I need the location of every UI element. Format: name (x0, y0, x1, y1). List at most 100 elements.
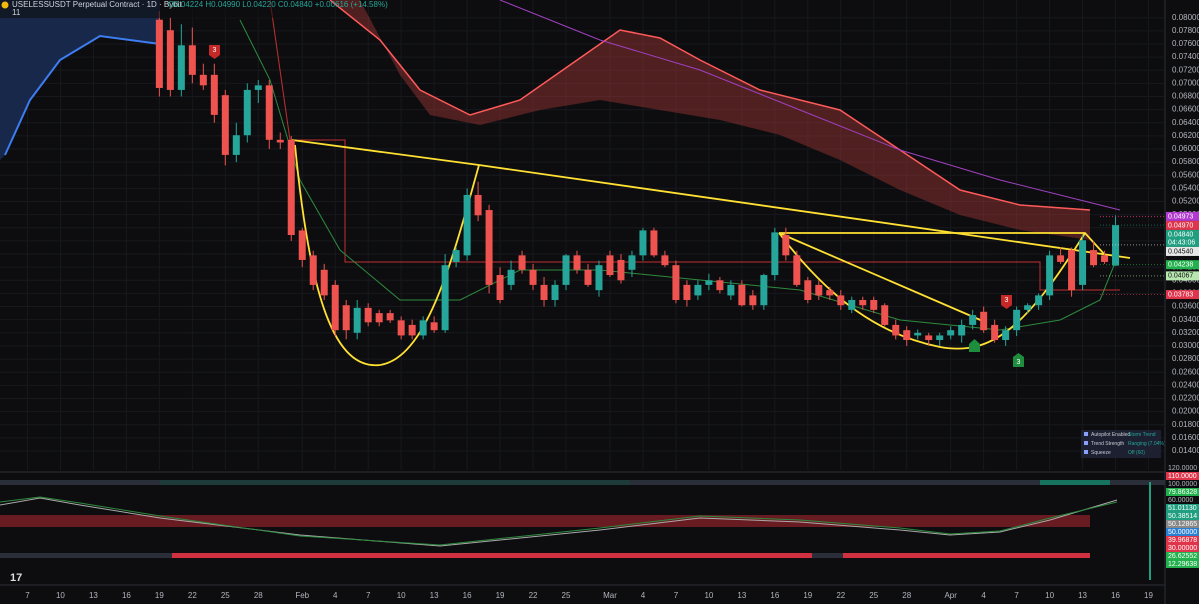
osc-band (160, 480, 630, 485)
y-tick-label: 0.01400 (1172, 446, 1199, 455)
osc-label: 39.96878 (1168, 537, 1197, 544)
candle-body (573, 255, 581, 270)
tv-logo: 17 (10, 572, 22, 584)
x-tick-label: Feb (295, 591, 309, 600)
candle-body (386, 313, 394, 321)
y-tick-label: 0.01600 (1172, 433, 1199, 442)
candle-body (771, 232, 779, 276)
candle-body (628, 255, 636, 270)
blue-line (4, 34, 161, 156)
candle-body (584, 269, 592, 285)
candle-body (848, 299, 856, 310)
osc-label-bg (1166, 488, 1199, 496)
osc-line (0, 496, 1118, 546)
ohlc: O0.04224 H0.04990 L0.04220 C0.04840 +0.0… (168, 0, 388, 9)
osc-label: 12.29638 (1168, 561, 1197, 568)
candle-body (958, 324, 966, 336)
info-value: Storm Trend (1128, 432, 1156, 438)
candle-body (925, 335, 933, 341)
x-tick-label: 7 (25, 591, 30, 600)
y-tick-label: 0.01800 (1172, 420, 1199, 429)
candle-body (177, 45, 185, 90)
y-tick-label: 0.03000 (1172, 341, 1199, 350)
y-tick-label: 0.06000 (1172, 144, 1199, 153)
x-tick-label: 22 (836, 591, 845, 600)
price-label: 0.04540 (1168, 248, 1193, 255)
candle-body (287, 139, 295, 235)
candle-body (1112, 225, 1120, 266)
osc-label-bg (1166, 520, 1199, 528)
candle-body (518, 255, 526, 270)
y-tick-label: 0.08000 (1172, 13, 1199, 22)
price-label-bg (1166, 229, 1199, 247)
candle-body (892, 324, 900, 336)
candle-body (595, 265, 603, 291)
candle-body (606, 255, 614, 276)
candle-body (199, 74, 207, 86)
osc-label-bg (1166, 544, 1199, 552)
sell-marker (209, 45, 220, 59)
info-bg (1081, 430, 1161, 458)
y-tick-label: 0.05800 (1172, 157, 1199, 166)
blue-cloud (0, 0, 160, 160)
x-tick-label: 7 (674, 591, 679, 600)
candle-body (936, 335, 944, 341)
y-tick-label: 0.05600 (1172, 170, 1199, 179)
osc-label: 79.86328 (1168, 489, 1197, 496)
buy-arrow (969, 339, 980, 352)
candle-body (419, 320, 427, 336)
candle-body (617, 259, 625, 281)
candle-body (672, 265, 680, 300)
candle-body (155, 19, 163, 88)
x-tick-label: 7 (1014, 591, 1019, 600)
y-tick-label: 0.07600 (1172, 39, 1199, 48)
countdown: 04:43:06 (1168, 239, 1195, 246)
candle-body (859, 299, 867, 306)
candle-body (738, 284, 746, 306)
candle-body (782, 235, 790, 256)
candle-body (562, 255, 570, 285)
candle-body (716, 280, 724, 291)
cup-curve (778, 232, 1086, 350)
candle-body (991, 324, 999, 341)
price-label-bg (1166, 211, 1199, 221)
x-tick-label: 22 (529, 591, 538, 600)
x-tick-label: 19 (155, 591, 164, 600)
buy-marker (1013, 353, 1024, 367)
price-label-bg (1166, 290, 1199, 300)
candle-body (1024, 305, 1032, 310)
candle-body (914, 332, 922, 336)
osc-band (1040, 480, 1110, 485)
osc-band (172, 553, 812, 558)
osc-label-bg (1166, 560, 1199, 568)
candle-body (375, 313, 383, 323)
osc-label: 120.0000 (1168, 465, 1197, 472)
candle-body (1002, 330, 1010, 341)
x-tick-label: 13 (430, 591, 439, 600)
candle-body (1013, 309, 1021, 331)
osc-label: 100.0000 (1168, 481, 1197, 488)
y-tick-label: 0.06600 (1172, 105, 1199, 114)
x-tick-label: 19 (803, 591, 812, 600)
osc-label: 30.00000 (1168, 545, 1197, 552)
osc-band (843, 553, 1090, 558)
y-tick-label: 0.02800 (1172, 354, 1199, 363)
red-cloud (330, 0, 1090, 240)
candle-body (881, 305, 889, 325)
x-tick-label: 13 (1078, 591, 1087, 600)
x-tick-label: 4 (981, 591, 986, 600)
candle-body (463, 194, 471, 256)
info-icon (1084, 450, 1088, 454)
candle-body (342, 305, 350, 331)
price-label: 0.04238 (1168, 262, 1193, 269)
price-label: 0.04970 (1168, 222, 1193, 229)
candle-body (639, 230, 647, 256)
osc-label-bg (1166, 536, 1199, 544)
osc-label-bg (1166, 528, 1199, 536)
x-tick-label: Mar (603, 591, 617, 600)
osc-label: 51.01130 (1168, 505, 1197, 512)
marker-label: 3 (1017, 359, 1021, 366)
y-tick-label: 0.06800 (1172, 92, 1199, 101)
